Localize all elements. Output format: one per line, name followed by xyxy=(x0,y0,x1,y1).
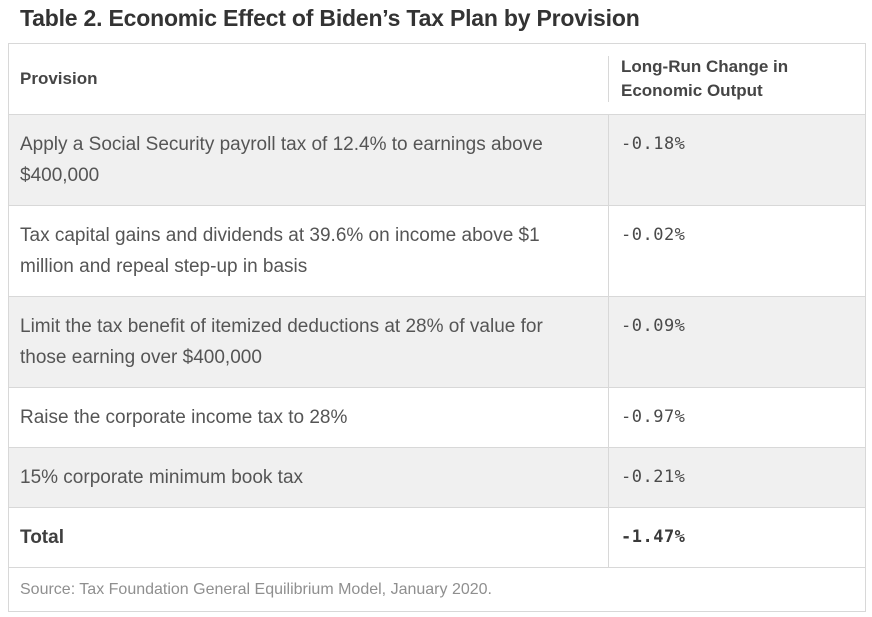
value-cell: -0.09% xyxy=(621,316,686,336)
table-header-row: Provision Long-Run Change in Economic Ou… xyxy=(9,44,865,114)
table-total-row: Total -1.47% xyxy=(9,507,865,567)
table-row: 15% corporate minimum book tax -0.21% xyxy=(9,447,865,507)
value-cell: -0.97% xyxy=(621,407,686,427)
economic-effect-table: Provision Long-Run Change in Economic Ou… xyxy=(8,43,866,612)
total-label: Total xyxy=(9,508,609,567)
column-header-long-run-change: Long-Run Change in Economic Output xyxy=(621,57,789,100)
table-title: Table 2. Economic Effect of Biden’s Tax … xyxy=(20,5,640,31)
table-row: Apply a Social Security payroll tax of 1… xyxy=(9,114,865,205)
provision-cell: Raise the corporate income tax to 28% xyxy=(9,388,609,447)
source-note: Source: Tax Foundation General Equilibri… xyxy=(20,581,492,598)
provision-cell: Apply a Social Security payroll tax of 1… xyxy=(9,115,609,205)
value-cell: -0.21% xyxy=(621,467,686,487)
value-cell: -0.02% xyxy=(621,225,686,245)
column-header-provision: Provision xyxy=(9,56,609,102)
provision-cell: Limit the tax benefit of itemized deduct… xyxy=(9,297,609,387)
table-row: Limit the tax benefit of itemized deduct… xyxy=(9,296,865,387)
table-row: Raise the corporate income tax to 28% -0… xyxy=(9,387,865,447)
table-row: Tax capital gains and dividends at 39.6%… xyxy=(9,205,865,296)
total-value: -1.47% xyxy=(621,527,686,547)
value-cell: -0.18% xyxy=(621,134,686,154)
provision-cell: 15% corporate minimum book tax xyxy=(9,448,609,507)
table-source-row: Source: Tax Foundation General Equilibri… xyxy=(9,567,865,611)
provision-cell: Tax capital gains and dividends at 39.6%… xyxy=(9,206,609,296)
